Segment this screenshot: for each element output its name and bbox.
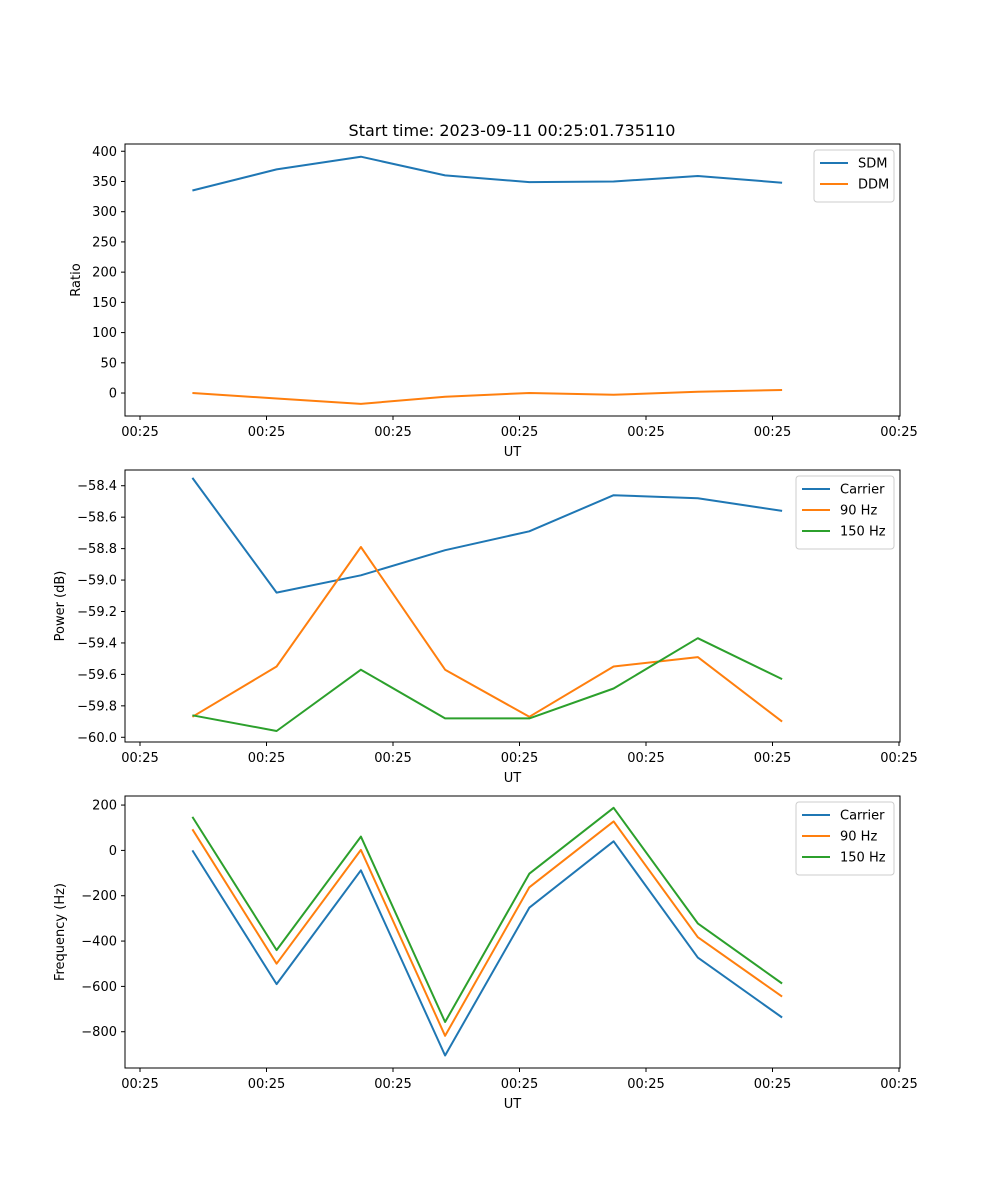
y-tick-label: −600 bbox=[81, 980, 117, 995]
x-axis-label: UT bbox=[504, 771, 522, 786]
x-tick-label: 00:25 bbox=[121, 425, 158, 440]
legend-entry: 90 Hz bbox=[840, 830, 877, 845]
legend: SDM DDM bbox=[813, 149, 895, 203]
y-tick-label: −400 bbox=[81, 935, 117, 950]
y-tick-label: −200 bbox=[81, 889, 117, 904]
x-axis-label: UT bbox=[504, 445, 522, 460]
series-line-carrier bbox=[191, 477, 783, 594]
y-tick-label: 0 bbox=[109, 387, 117, 402]
series-line-90-hz bbox=[191, 546, 783, 723]
chart-panel-2: 00:2500:2500:2500:2500:2500:2500:2500:26… bbox=[53, 469, 918, 786]
y-tick-label: −59.0 bbox=[77, 574, 117, 589]
x-tick-label: 00:25 bbox=[880, 425, 917, 440]
panels: 00:2500:2500:2500:2500:2500:2500:2500:26… bbox=[53, 143, 918, 1112]
series-line-150-hz bbox=[192, 637, 783, 732]
axes-frame bbox=[124, 469, 901, 743]
y-tick-label: 400 bbox=[92, 145, 117, 160]
y-axis-label: Frequency (Hz) bbox=[53, 883, 68, 981]
series-line-carrier bbox=[191, 840, 783, 1057]
y-tick-label: 150 bbox=[92, 296, 117, 311]
y-tick-label: 0 bbox=[109, 844, 117, 859]
y-tick-label: −58.4 bbox=[77, 479, 117, 494]
y-tick-label: −59.8 bbox=[77, 699, 117, 714]
legend-entry: 90 Hz bbox=[840, 504, 877, 519]
y-tick-label: 300 bbox=[92, 205, 117, 220]
x-tick-label: 00:25 bbox=[627, 1077, 664, 1092]
x-tick-label: 00:25 bbox=[248, 1077, 285, 1092]
x-tick-label: 00:25 bbox=[374, 425, 411, 440]
legend: Carrier 90 Hz 150 Hz bbox=[795, 475, 895, 550]
x-tick-label: 00:25 bbox=[374, 751, 411, 766]
series-line-150-hz bbox=[191, 806, 783, 1023]
y-tick-label: −58.6 bbox=[77, 511, 117, 526]
x-tick-label: 00:25 bbox=[880, 1077, 917, 1092]
legend-entry: Carrier bbox=[840, 483, 885, 498]
series-line-90-hz bbox=[191, 820, 783, 1037]
series-line-sdm bbox=[192, 155, 783, 192]
y-tick-label: −800 bbox=[81, 1025, 117, 1040]
legend-entry: 150 Hz bbox=[840, 851, 886, 866]
x-tick-label: 00:25 bbox=[627, 425, 664, 440]
series-line-ddm bbox=[192, 389, 783, 405]
legend-entry: Carrier bbox=[840, 809, 885, 824]
legend-entry: SDM bbox=[858, 157, 887, 172]
legend: Carrier 90 Hz 150 Hz bbox=[795, 801, 895, 876]
y-tick-label: −60.0 bbox=[77, 731, 117, 746]
x-tick-label: 00:25 bbox=[754, 425, 791, 440]
y-tick-label: 200 bbox=[92, 266, 117, 281]
axes-frame bbox=[124, 795, 901, 1069]
x-tick-label: 00:25 bbox=[501, 425, 538, 440]
y-tick-label: 100 bbox=[92, 326, 117, 341]
y-tick-label: 350 bbox=[92, 175, 117, 190]
x-tick-label: 00:25 bbox=[248, 425, 285, 440]
x-tick-label: 00:25 bbox=[754, 751, 791, 766]
x-tick-label: 00:25 bbox=[627, 751, 664, 766]
y-tick-label: 250 bbox=[92, 235, 117, 250]
x-tick-label: 00:25 bbox=[121, 1077, 158, 1092]
x-tick-label: 00:25 bbox=[501, 1077, 538, 1092]
chart-panel-3: 00:2500:2500:2500:2500:2500:2500:2500:26… bbox=[53, 795, 918, 1112]
y-tick-label: −58.8 bbox=[77, 542, 117, 557]
y-tick-label: −59.2 bbox=[77, 605, 117, 620]
x-axis-label: UT bbox=[504, 1097, 522, 1112]
x-tick-label: 00:25 bbox=[501, 751, 538, 766]
x-tick-label: 00:25 bbox=[880, 751, 917, 766]
x-tick-label: 00:25 bbox=[374, 1077, 411, 1092]
x-tick-label: 00:25 bbox=[248, 751, 285, 766]
y-tick-label: 200 bbox=[92, 799, 117, 814]
x-tick-label: 00:25 bbox=[754, 1077, 791, 1092]
y-tick-label: −59.4 bbox=[77, 636, 117, 651]
legend-entry: DDM bbox=[858, 178, 889, 193]
y-axis-label: Power (dB) bbox=[53, 571, 68, 642]
y-axis-label: Ratio bbox=[69, 263, 84, 296]
axes-frame bbox=[124, 143, 901, 417]
y-tick-label: −59.6 bbox=[77, 668, 117, 683]
y-tick-label: 50 bbox=[100, 356, 117, 371]
x-tick-label: 00:25 bbox=[121, 751, 158, 766]
legend-entry: 150 Hz bbox=[840, 525, 886, 540]
chart-title: Start time: 2023-09-11 00:25:01.735110 bbox=[349, 121, 676, 140]
chart-panel-1: 00:2500:2500:2500:2500:2500:2500:2500:26… bbox=[69, 143, 918, 460]
